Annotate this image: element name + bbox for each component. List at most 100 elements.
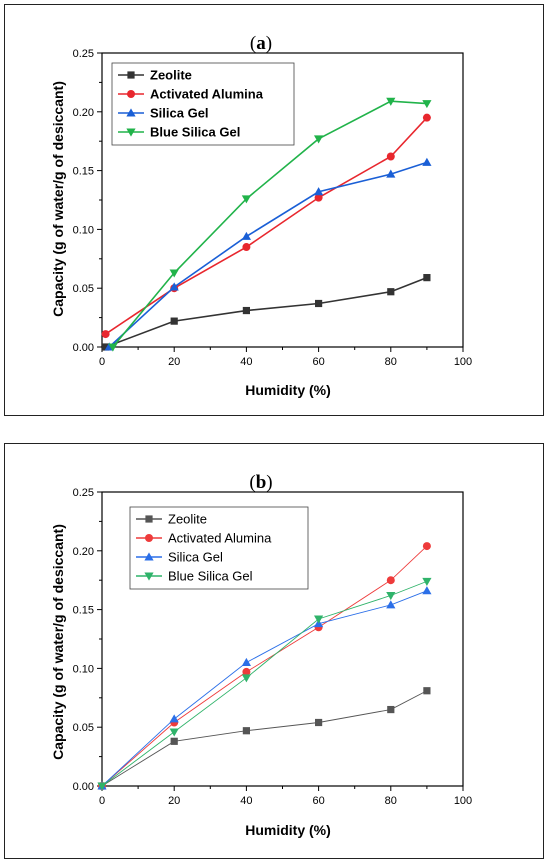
data-point (242, 306, 250, 315)
legend-label: Silica Gel (168, 550, 223, 565)
x-tick-label: 20 (168, 356, 180, 368)
data-point (422, 100, 432, 109)
data-point (387, 705, 395, 714)
data-point (422, 113, 431, 122)
legend-label: Activated Alumina (168, 531, 272, 546)
data-point (386, 97, 396, 106)
series-line (101, 545, 428, 787)
x-tick-label: 60 (312, 795, 324, 807)
legend-label: Activated Alumina (150, 87, 264, 102)
y-tick-label: 0.10 (73, 224, 94, 236)
y-tick-label: 0.15 (73, 166, 94, 178)
data-point (423, 687, 431, 695)
data-point (315, 299, 323, 308)
data-point (422, 586, 432, 595)
series-silica-gel (97, 586, 432, 790)
legend-marker (126, 128, 136, 137)
chart-a-svg: (a) Humidity (%) Capacity (g of water/g … (50, 33, 472, 398)
y-axis-title: Capacity (g of water/g of desiccant) (50, 81, 66, 317)
data-point (241, 674, 251, 683)
x-tick-label: 100 (454, 795, 472, 807)
series-blue-silica-gel (97, 577, 432, 791)
legend: Zeolite Activated Alumina Silica Gel Blue S… (111, 62, 295, 146)
legend-label: Blue Silica Gel (168, 569, 253, 584)
legend-label: Blue Silica Gel (150, 125, 240, 140)
data-point (386, 592, 396, 601)
legend-marker (127, 71, 135, 79)
legend-marker (145, 515, 153, 523)
data-point (241, 195, 251, 204)
legend-label: Zeolite (168, 512, 207, 527)
chart-panel-a: (a) Humidity (%) Capacity (g of water/g … (4, 4, 544, 416)
data-point (108, 343, 118, 352)
y-tick-label: 0.25 (73, 487, 94, 499)
y-tick-label: 0.05 (73, 283, 94, 295)
data-point (169, 282, 179, 291)
series-line (105, 276, 428, 348)
panel-label-b: (b) (249, 472, 272, 493)
series-activated-alumina (101, 113, 431, 339)
data-point (386, 576, 395, 585)
data-point (386, 169, 396, 178)
x-tick-label: 60 (312, 356, 324, 368)
data-point (423, 274, 431, 282)
series-line (108, 161, 428, 348)
x-tick-label: 80 (385, 356, 397, 368)
data-point (101, 330, 110, 339)
data-point (169, 269, 179, 278)
data-point (241, 657, 251, 666)
data-point (422, 542, 431, 551)
y-axis-title: Capacity (g of water/g of desiccant) (50, 524, 66, 760)
data-point (242, 667, 251, 676)
data-point (315, 718, 323, 727)
data-point (422, 577, 432, 586)
x-tick-label: 40 (240, 795, 252, 807)
x-tick-label: 40 (240, 356, 252, 368)
legend: Zeolite Activated Alumina Silica Gel Blue S… (129, 506, 309, 590)
legend-label: Zeolite (150, 68, 192, 83)
series-line (101, 580, 428, 787)
x-axis-title: Humidity (%) (245, 822, 331, 838)
chart-panel-b: (b) Humidity (%) Capacity (g of water/g … (4, 443, 544, 859)
legend-marker (126, 108, 136, 117)
series-silica-gel (104, 157, 432, 351)
data-point (242, 727, 250, 735)
data-point (422, 157, 432, 166)
series-line (101, 690, 428, 787)
data-point (97, 782, 107, 791)
y-tick-label: 0.00 (73, 342, 94, 354)
x-tick-label: 20 (168, 795, 180, 807)
y-tick-label: 0.00 (73, 781, 94, 793)
series-zeolite (102, 274, 431, 351)
series-blue-silica-gel (108, 97, 432, 352)
chart-b-svg: (b) Humidity (%) Capacity (g of water/g … (50, 472, 472, 838)
data-point (170, 317, 178, 325)
legend-marker (144, 572, 154, 581)
x-tick-label: 0 (99, 795, 105, 807)
data-point (386, 152, 395, 161)
data-point (169, 728, 179, 737)
data-point (169, 714, 179, 723)
data-point (314, 193, 323, 202)
data-point (314, 615, 324, 624)
x-tick-label: 80 (385, 795, 397, 807)
data-point (314, 135, 324, 144)
legend-marker (145, 534, 153, 542)
y-tick-label: 0.10 (73, 663, 94, 675)
data-point (387, 288, 395, 296)
series-line (105, 117, 428, 335)
legend-label: Silica Gel (150, 106, 209, 121)
data-point (242, 243, 251, 252)
series-line (101, 590, 428, 787)
data-point (241, 231, 251, 240)
legend-marker (127, 90, 135, 98)
x-axis-title: Humidity (%) (245, 382, 331, 398)
data-point (170, 737, 178, 745)
data-point (386, 600, 396, 609)
legend-marker (144, 552, 154, 561)
data-point (102, 343, 110, 351)
series-zeolite (98, 687, 431, 790)
y-tick-label: 0.25 (73, 48, 94, 60)
panel-label-a: (a) (250, 33, 272, 54)
y-tick-label: 0.15 (73, 605, 94, 617)
